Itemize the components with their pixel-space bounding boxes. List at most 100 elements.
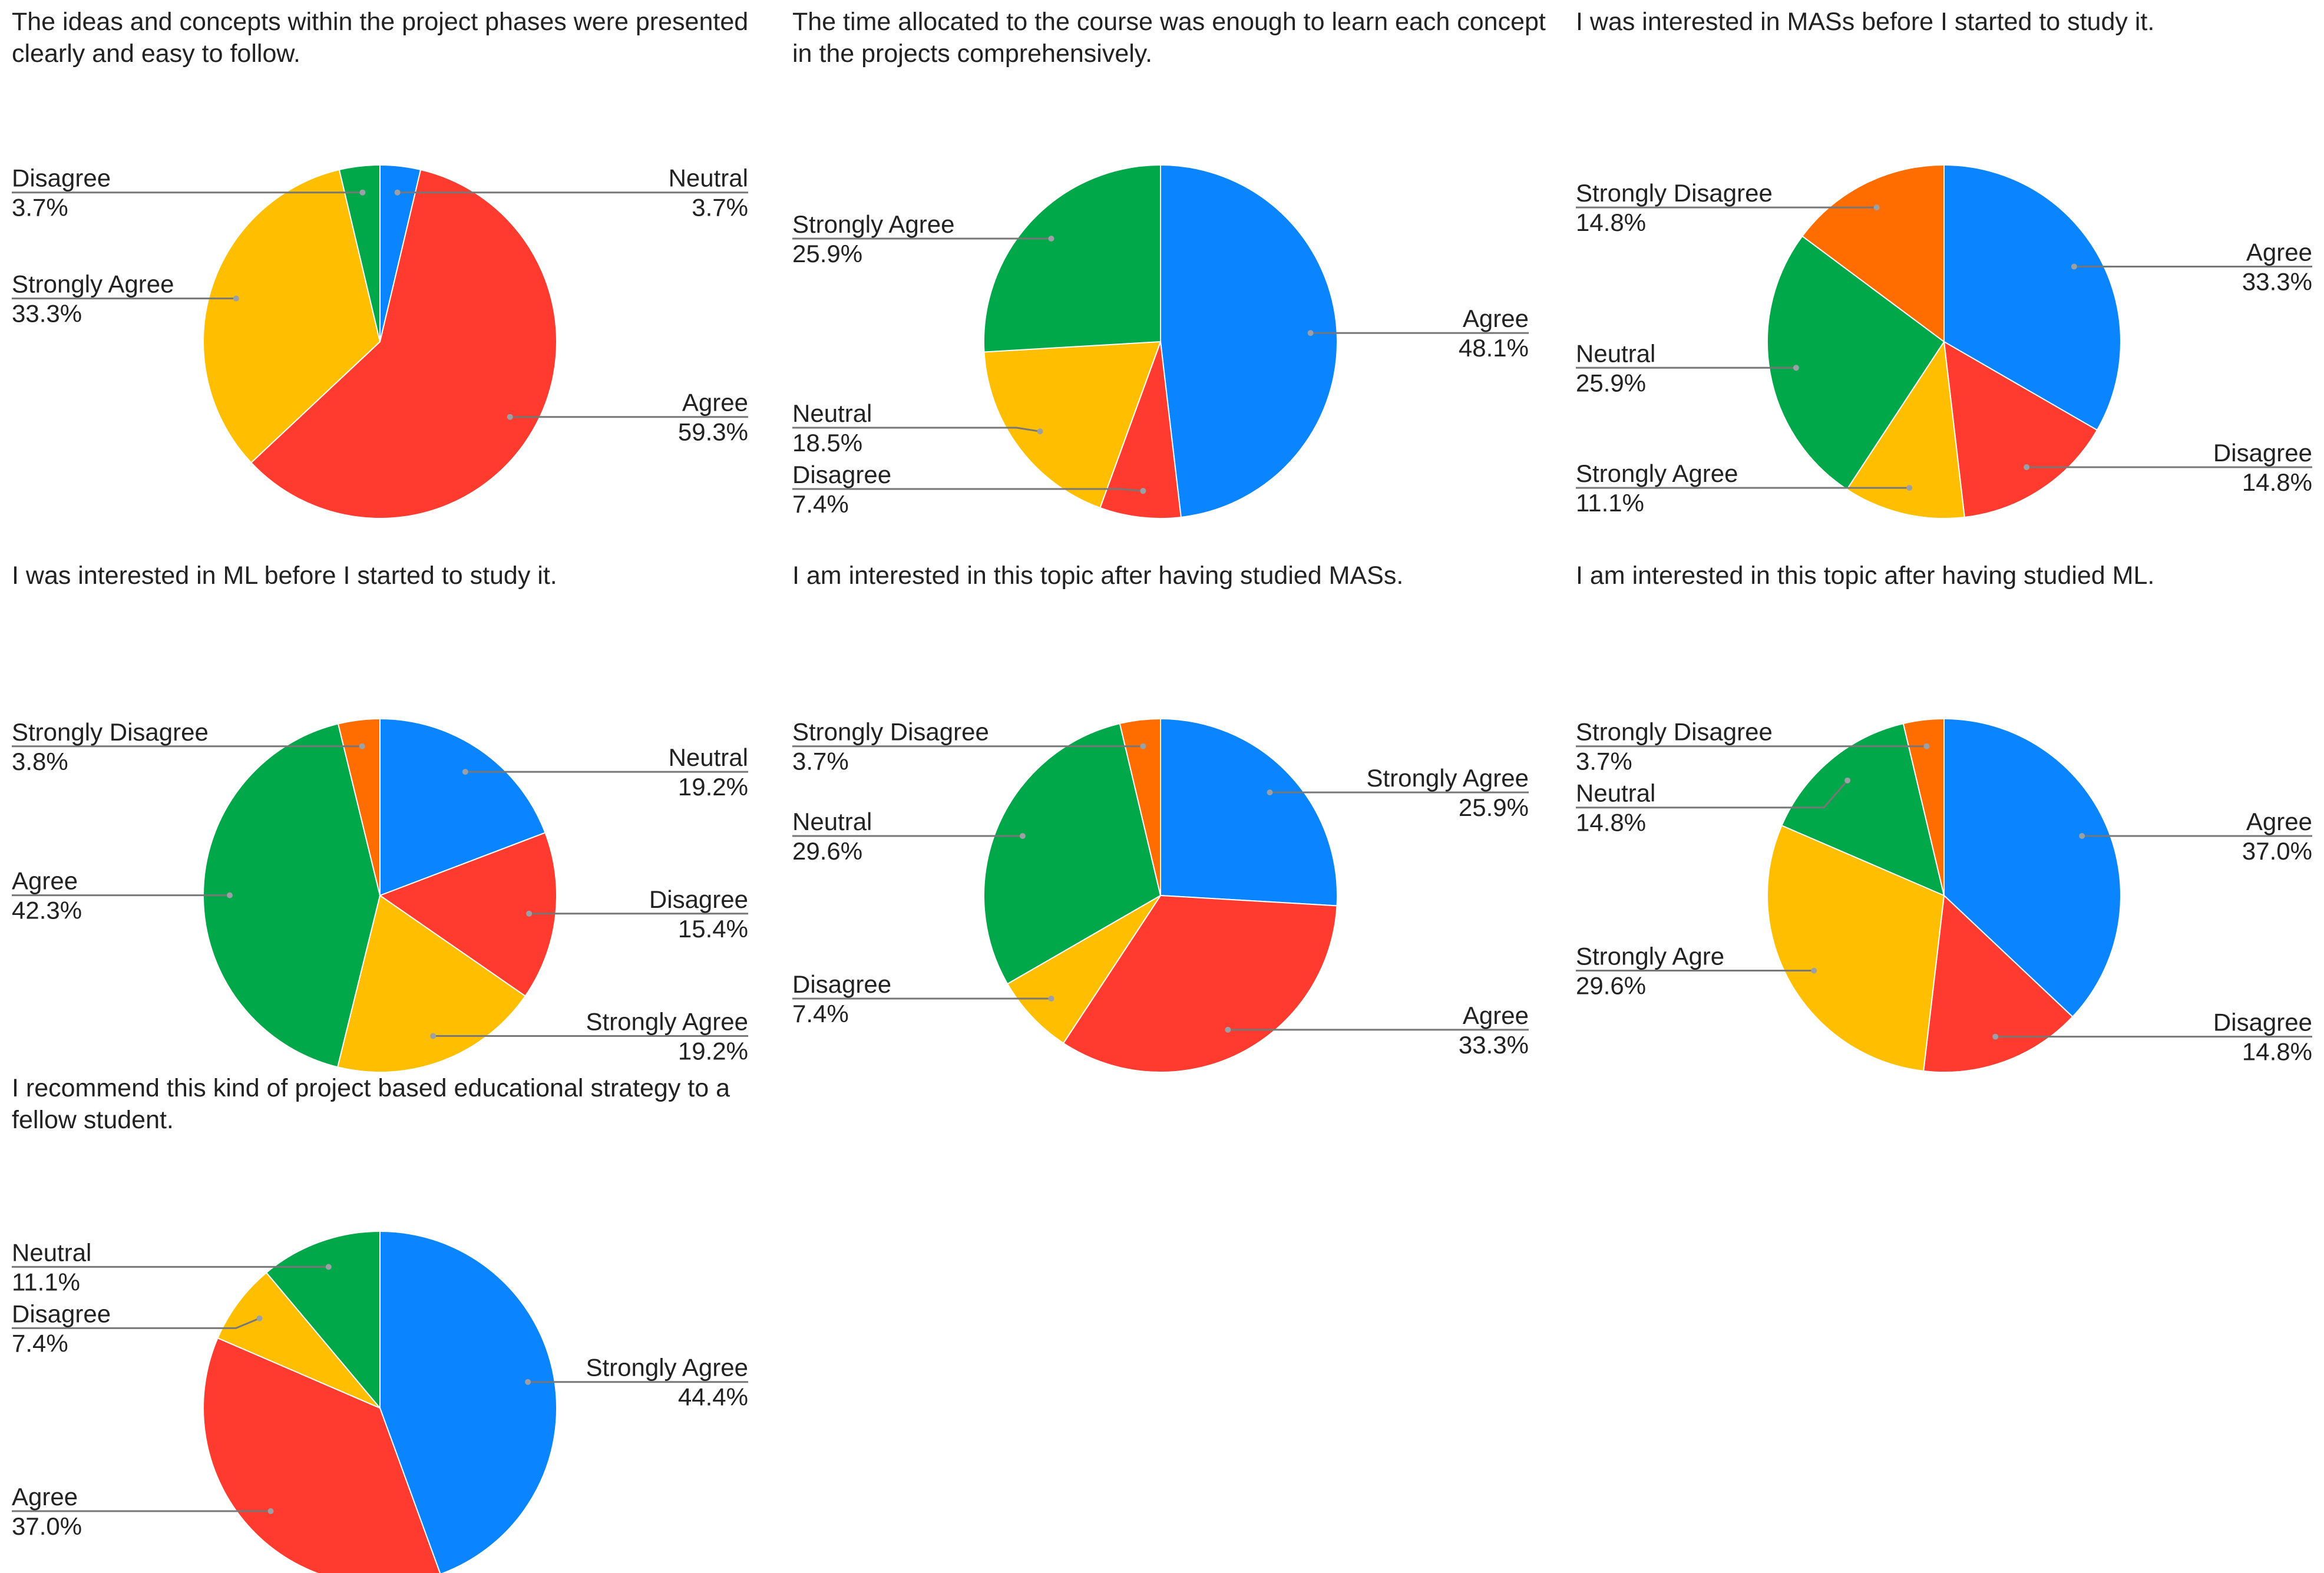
slice-label-agree: Agree: [682, 389, 748, 417]
leader-line: [1576, 779, 1849, 809]
slice-label-neutral: Neutral: [669, 743, 748, 771]
leader-dot: [526, 910, 533, 917]
pie-chart-grid: The ideas and concepts within the projec…: [12, 8, 2312, 1573]
pie-slice-disagree: [1006, 895, 1161, 1045]
leader-dot: [227, 892, 233, 898]
pie-slice-strongly-disagree: [1801, 164, 1945, 343]
slice-label-disagree: Disagree: [12, 1300, 111, 1327]
pie-slice-agree: [250, 168, 558, 519]
leader-dot: [462, 769, 468, 775]
slice-percent-strongly-disagree: 3.7%: [1576, 748, 1632, 775]
leader-dot: [1019, 833, 1026, 839]
slice-label-strongly-agree: Strongly Agree: [586, 1354, 748, 1382]
slice-label-neutral: Neutral: [792, 808, 872, 835]
slice-percent-neutral: 19.2%: [678, 773, 748, 801]
chart-title: The ideas and concepts within the projec…: [12, 8, 749, 68]
slice-label-strongly-disagree: Strongly Disagree: [1576, 718, 1773, 746]
leader-dot: [233, 295, 239, 302]
slice-percent-disagree: 14.8%: [2242, 468, 2312, 496]
slice-label-neutral: Neutral: [12, 1238, 91, 1266]
slice-label-disagree: Disagree: [649, 885, 748, 913]
slice-percent-strongly-disagree: 3.7%: [792, 748, 849, 775]
slice-label-strongly-agree: Strongly Agree: [792, 210, 955, 238]
pie-slice-agree: [1160, 164, 1338, 518]
pie-slices: [1767, 718, 2121, 1073]
slice-label-agree: Agree: [12, 1483, 78, 1511]
leader-dot: [525, 1379, 531, 1385]
pie-slices: [1767, 164, 2122, 519]
pie-slice-strongly-agree: [983, 164, 1161, 353]
slice-percent-agree: 37.0%: [2242, 837, 2312, 865]
pie-slice-strongly-agree: [203, 168, 381, 464]
leader-dot: [325, 1264, 332, 1270]
slice-percent-disagree: 14.8%: [2242, 1038, 2312, 1066]
leader-dot: [1048, 236, 1054, 242]
slice-label-disagree: Disagree: [792, 970, 891, 998]
pie-slices: [983, 164, 1338, 519]
leader-dot: [430, 1033, 437, 1039]
slice-percent-strongly-agre: 29.6%: [1576, 972, 1646, 1000]
slice-label-disagree: Disagree: [2213, 439, 2312, 467]
chart-title: I was interested in ML before I started …: [12, 561, 557, 590]
leader-dot: [267, 1508, 274, 1514]
leader-dot: [2024, 464, 2030, 470]
slice-percent-neutral: 11.1%: [12, 1268, 80, 1296]
leader-dot: [1140, 488, 1146, 494]
slice-percent-strongly-agree: 19.2%: [678, 1037, 748, 1065]
leader-dot: [1307, 330, 1314, 336]
slice-percent-disagree: 7.4%: [12, 1329, 68, 1357]
pie-slice-strongly-disagree: [1119, 718, 1161, 896]
chart-title: I am interested in this topic after havi…: [792, 561, 1404, 590]
slice-percent-agree: 59.3%: [678, 418, 748, 446]
slice-percent-agree: 33.3%: [1459, 1031, 1529, 1059]
slice-percent-neutral: 25.9%: [1576, 369, 1646, 396]
pie-slice-disagree: [378, 832, 557, 997]
pie-chart-panel-7: I recommend this kind of project based e…: [0, 1066, 778, 1573]
slice-percent-strongly-agree: 25.9%: [792, 240, 862, 267]
slice-label-disagree: Disagree: [2213, 1009, 2312, 1036]
pie-slice-neutral: [1767, 235, 1945, 491]
leader-dot: [359, 189, 366, 196]
pie-slices: [203, 1230, 557, 1573]
leader-dot: [1225, 1026, 1231, 1033]
slice-label-strongly-disagree: Strongly Disagree: [12, 718, 209, 746]
slice-percent-neutral: 29.6%: [792, 837, 862, 865]
pie-slice-strongly-agre: [1767, 824, 1945, 1072]
slice-percent-agree: 33.3%: [2242, 268, 2312, 296]
slice-percent-strongly-disagree: 14.8%: [1576, 209, 1646, 236]
slice-percent-strongly-disagree: 3.8%: [12, 748, 68, 775]
slice-percent-strongly-agree: 25.9%: [1459, 794, 1529, 821]
slice-percent-disagree: 3.7%: [12, 194, 68, 222]
slice-label-strongly-agree: Strongly Agree: [1366, 764, 1529, 792]
pie-slice-agree: [1943, 718, 2121, 1018]
slice-label-neutral: Neutral: [669, 164, 748, 192]
leader-dot: [1140, 743, 1146, 749]
pie-slice-disagree: [1943, 341, 2098, 518]
slice-percent-neutral: 14.8%: [1576, 809, 1646, 837]
leader-dot: [1923, 743, 1930, 749]
slice-percent-neutral: 3.7%: [692, 194, 748, 222]
slice-label-neutral: Neutral: [792, 399, 872, 427]
pie-slice-strongly-disagree: [337, 718, 381, 896]
slice-label-agree: Agree: [2246, 239, 2312, 266]
pie-slice-strongly-disagree: [1902, 718, 1945, 896]
pie-slice-disagree: [217, 1271, 381, 1409]
pie-slice-strongly-agree: [336, 894, 527, 1073]
leader-dot: [1793, 365, 1799, 371]
leader-line: [792, 427, 1040, 432]
pie-slice-neutral: [379, 718, 546, 897]
slice-label-agree: Agree: [1463, 1002, 1529, 1029]
slice-percent-strongly-agree: 11.1%: [1576, 489, 1644, 517]
chart-title: I was interested in MASs before I starte…: [1576, 8, 2155, 36]
slice-percent-disagree: 15.4%: [678, 915, 748, 943]
pie-slice-agree: [1943, 164, 2122, 431]
slice-label-neutral: Neutral: [1576, 779, 1655, 807]
